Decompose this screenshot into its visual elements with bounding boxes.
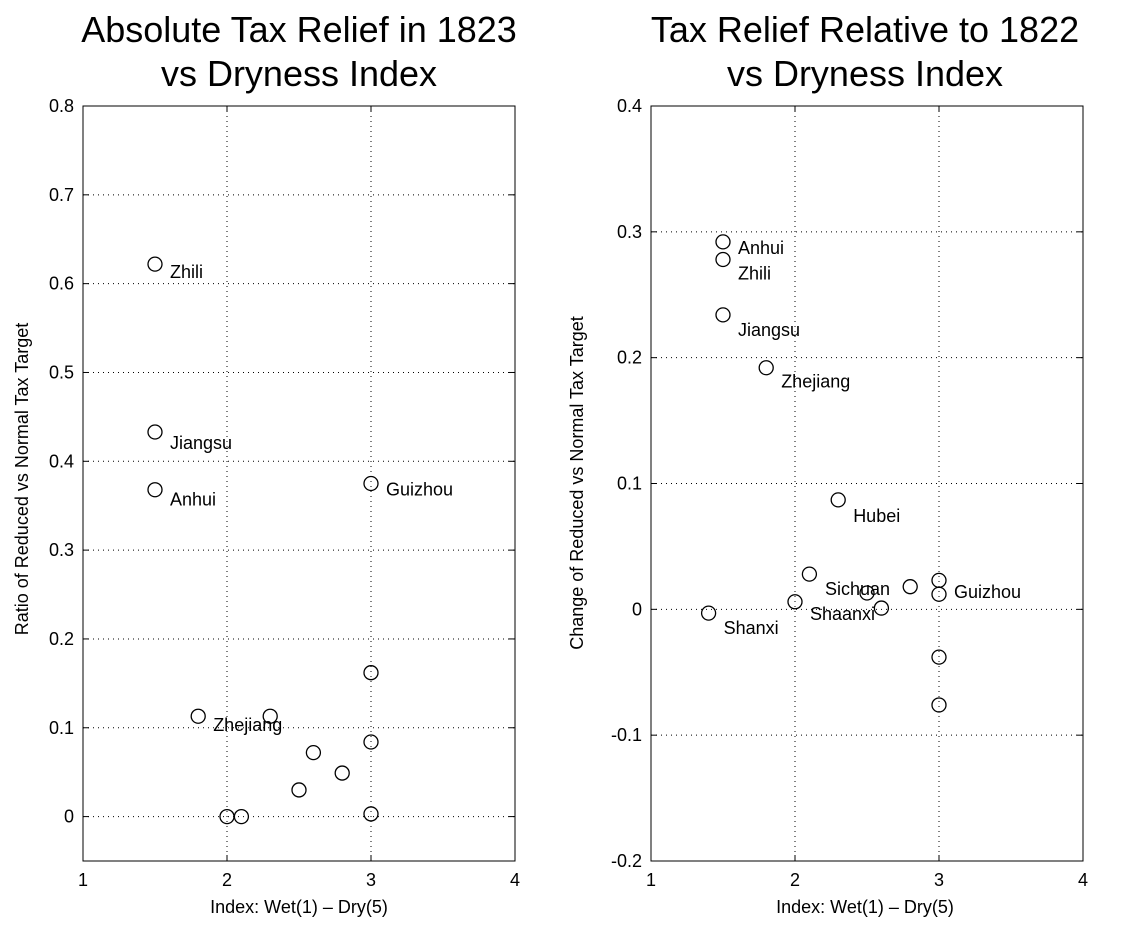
x-axis-label: Index: Wet(1) – Dry(5) [776,897,954,917]
data-point [363,734,379,750]
data-point-label: Jiangsu [170,433,232,453]
data-point [715,307,731,323]
data-point [931,572,947,589]
data-point [801,566,818,582]
x-axis-label: Index: Wet(1) – Dry(5) [210,897,388,917]
data-point [305,744,322,761]
data-point-label: Zhejiang [213,715,282,735]
x-tick-label: 2 [790,870,800,890]
chart-title-line-2: vs Dryness Index [727,53,1003,94]
data-point [700,605,717,621]
data-point [715,251,731,268]
y-tick-label: -0.2 [611,851,642,871]
y-tick-label: 0.7 [49,185,74,205]
chart-title-line-2: vs Dryness Index [161,53,437,94]
x-tick-label: 2 [222,870,232,890]
data-point [830,492,846,508]
data-point [363,475,379,492]
y-tick-label: 0 [64,807,74,827]
data-point [233,808,250,825]
data-point-label: Guizhou [954,582,1021,602]
x-tick-label: 1 [78,870,88,890]
data-point [931,649,947,665]
data-point [859,585,875,601]
data-point [363,665,379,681]
data-point [931,586,947,602]
y-tick-label: 0.3 [617,222,642,242]
data-point-label: Zhili [738,264,771,284]
scatter-panel-absolute-relief: Absolute Tax Relief in 1823 vs Dryness I… [12,9,520,917]
y-tick-label: 0.4 [617,96,642,116]
chart-title-line-1: Absolute Tax Relief in 1823 [81,9,517,50]
data-point-label: Hubei [853,506,900,526]
data-point-label: Guizhou [386,480,453,500]
chart-title-line-1: Tax Relief Relative to 1822 [651,9,1079,50]
x-tick-label: 1 [646,870,656,890]
y-tick-label: 0.1 [49,718,74,738]
scatter-panel-relative-relief: Tax Relief Relative to 1822 vs Dryness I… [567,9,1088,917]
data-point [147,256,163,272]
y-tick-label: 0.2 [617,348,642,368]
y-axis-label: Ratio of Reduced vs Normal Tax Target [12,323,32,636]
y-tick-label: 0.1 [617,474,642,494]
x-tick-label: 3 [934,870,944,890]
data-point [931,697,947,713]
data-point-label: Shanxi [724,618,779,638]
data-point-label: Anhui [738,238,784,258]
data-point-label: Sichuan [825,579,890,599]
x-tick-label: 3 [366,870,376,890]
data-point [873,600,890,616]
data-point [363,806,379,822]
data-point-label: Shaanxi [810,604,875,624]
plot-frame [82,105,516,862]
data-point-label: Jiangsu [738,320,800,340]
y-tick-label: -0.1 [611,725,642,745]
x-tick-label: 4 [1078,870,1088,890]
data-point-label: Zhejiang [781,372,850,392]
data-point [190,708,206,724]
data-point [787,594,803,610]
y-tick-label: 0.2 [49,629,74,649]
y-tick-label: 0.5 [49,362,74,382]
data-point-label: Anhui [170,490,216,510]
data-point [147,424,163,440]
data-point-label: Zhili [170,262,203,282]
x-tick-label: 4 [510,870,520,890]
y-axis-label: Change of Reduced vs Normal Tax Target [567,316,587,650]
data-point [291,782,307,798]
data-point [262,708,278,724]
data-point [147,482,163,498]
data-point [715,234,731,250]
y-tick-label: 0.3 [49,540,74,560]
data-point [902,579,918,595]
y-tick-label: 0.4 [49,451,74,471]
y-tick-label: 0.8 [49,96,74,116]
y-tick-label: 0.6 [49,274,74,294]
y-tick-label: 0 [632,599,642,619]
data-point [334,765,350,781]
data-point [758,360,774,376]
